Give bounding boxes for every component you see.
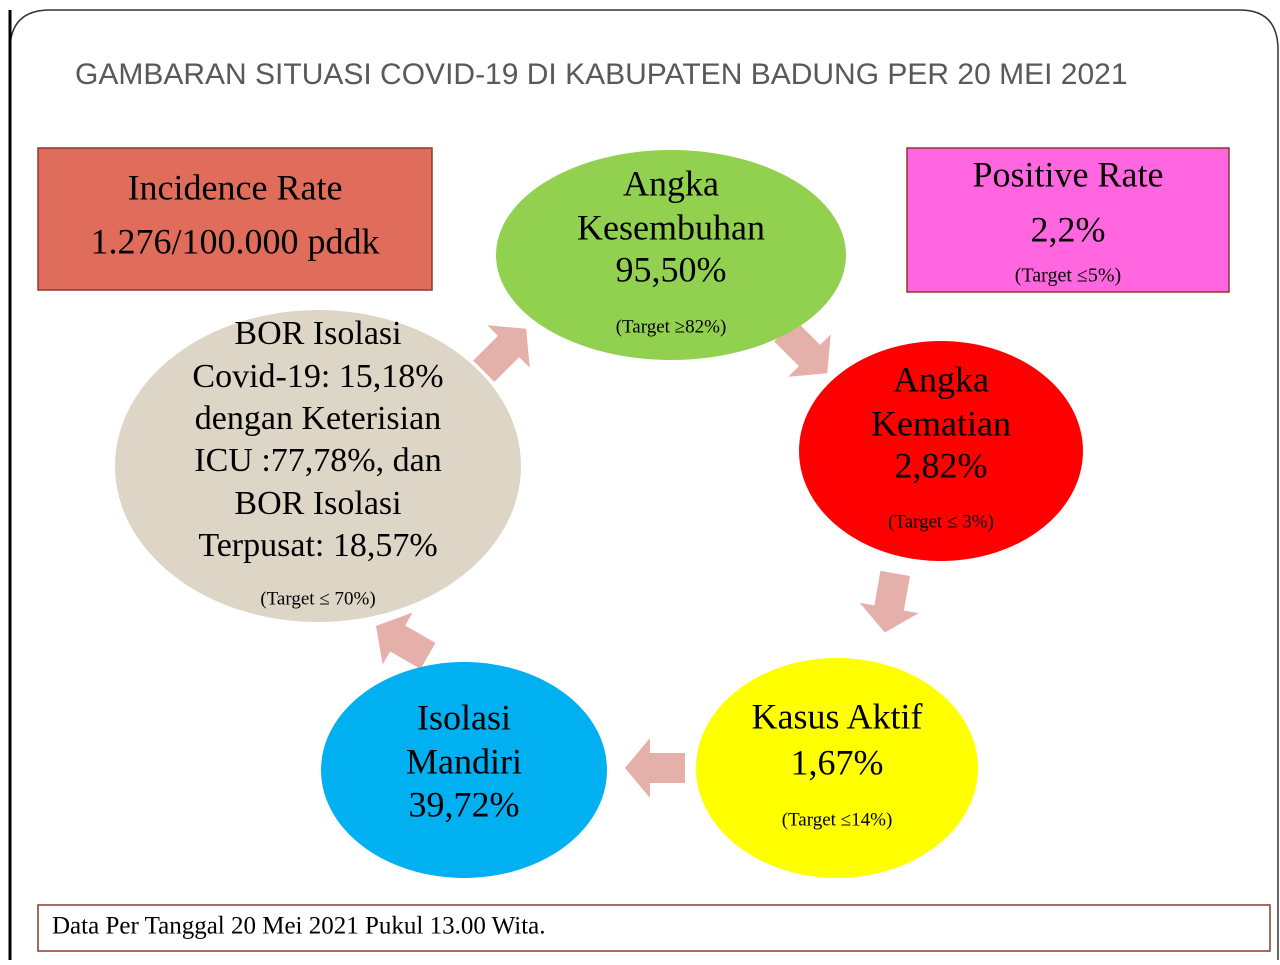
- node-text: BOR Isolasi: [234, 315, 401, 352]
- footer-box: [37, 904, 1271, 952]
- node-text: Terpusat: 18,57%: [198, 527, 437, 564]
- title: GAMBARAN SITUASI COVID-19 DI KABUPATEN B…: [75, 58, 1128, 91]
- node-text: 39,72%: [409, 784, 520, 824]
- arrow: [473, 325, 530, 382]
- node-ellipse: [696, 658, 978, 878]
- node-text: BOR Isolasi: [234, 485, 401, 522]
- node-target: (Target ≤14%): [782, 809, 893, 830]
- node-text: Angka: [623, 163, 719, 203]
- node-text: Isolasi: [417, 697, 511, 737]
- node-text: Covid-19: 15,18%: [192, 358, 443, 395]
- node-text: Kematian: [871, 403, 1011, 443]
- arrow: [376, 612, 436, 669]
- node-ellipse: [496, 150, 846, 360]
- positive-box: [906, 147, 1230, 293]
- node-text: 95,50%: [616, 249, 727, 289]
- node-text: Kasus Aktif: [752, 696, 923, 736]
- node-text: Angka: [893, 359, 989, 399]
- positive-value: 2,2%: [1031, 209, 1106, 249]
- incidence-value: 1.276/100.000 pddk: [90, 221, 379, 261]
- node-text: Kesembuhan: [577, 207, 765, 247]
- arrows: [376, 320, 919, 798]
- node-ellipse: [115, 310, 521, 622]
- footer: Data Per Tanggal 20 Mei 2021 Pukul 13.00…: [52, 913, 545, 940]
- node-ellipse: [799, 341, 1083, 561]
- arrow: [625, 738, 685, 798]
- node-text: ICU :77,78%, dan: [194, 442, 441, 479]
- incidence-label: Incidence Rate: [128, 167, 343, 207]
- incidence-box: [37, 147, 433, 291]
- arrow: [859, 570, 919, 633]
- node-target: (Target ≥82%): [616, 316, 727, 337]
- node-text: 2,82%: [895, 445, 988, 485]
- node-ellipse: [321, 662, 607, 878]
- node-text: Mandiri: [406, 741, 522, 781]
- positive-target: (Target ≤5%): [1015, 265, 1121, 287]
- node-text: dengan Keterisian: [195, 400, 441, 437]
- arrow: [774, 320, 831, 377]
- node-text: 1,67%: [791, 742, 884, 782]
- node-target: (Target ≤ 70%): [260, 588, 375, 609]
- positive-label: Positive Rate: [973, 154, 1164, 194]
- node-target: (Target ≤ 3%): [888, 511, 994, 532]
